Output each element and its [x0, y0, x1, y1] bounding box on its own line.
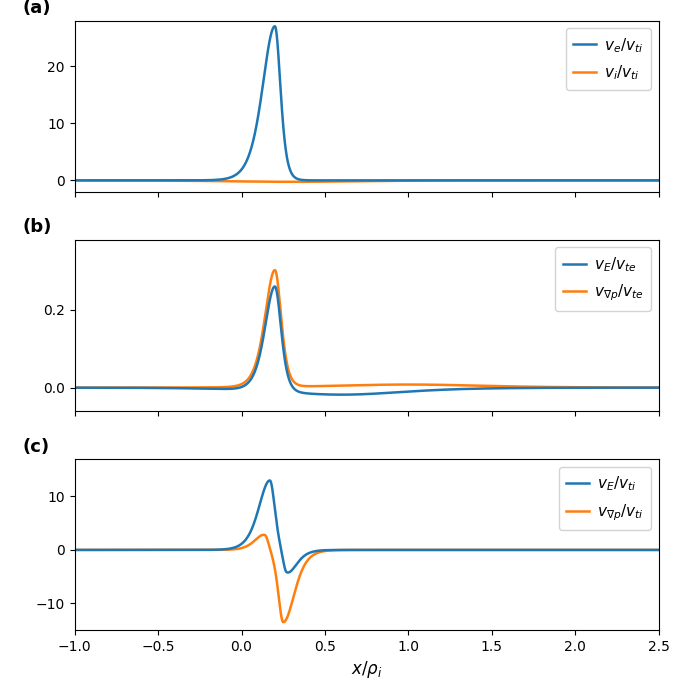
Text: (c): (c)	[22, 438, 50, 456]
Text: (a): (a)	[22, 0, 51, 17]
Legend: $v_e/v_{ti}$, $v_i/v_{ti}$: $v_e/v_{ti}$, $v_i/v_{ti}$	[566, 28, 651, 90]
Text: (b): (b)	[22, 219, 52, 236]
Legend: $v_E/v_{te}$, $v_{\nabla p}/v_{te}$: $v_E/v_{te}$, $v_{\nabla p}/v_{te}$	[555, 247, 651, 311]
X-axis label: $x/\rho_i$: $x/\rho_i$	[351, 660, 382, 680]
Legend: $v_E/v_{ti}$, $v_{\nabla p}/v_{ti}$: $v_E/v_{ti}$, $v_{\nabla p}/v_{ti}$	[559, 466, 651, 530]
